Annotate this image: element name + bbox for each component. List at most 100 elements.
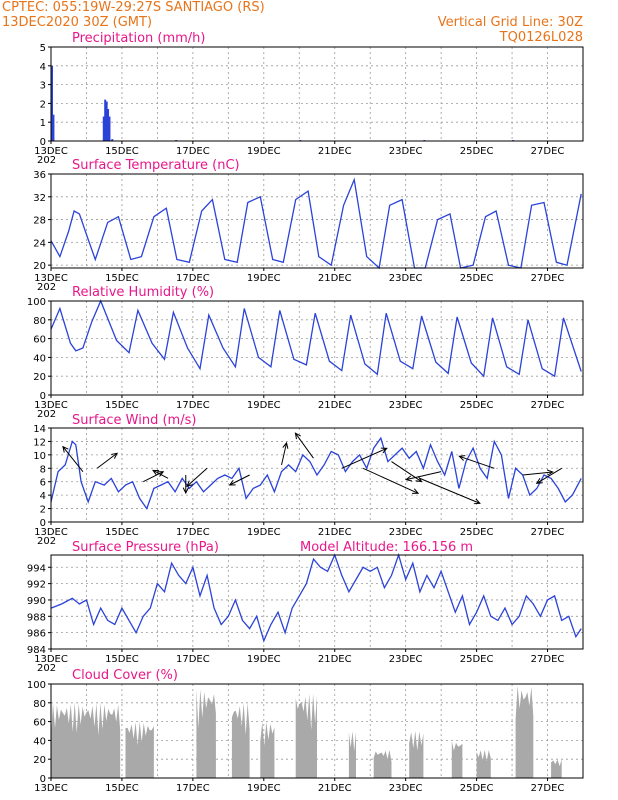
x-tick-label: 17DEC — [176, 146, 210, 157]
precip-bar — [52, 114, 55, 141]
precip-bar — [105, 101, 108, 141]
header-grid-note: Vertical Grid Line: 30Z — [438, 15, 583, 30]
panel-annotation: Model Altitude: 166.156 m — [300, 540, 473, 555]
x-tick-label: 15DEC — [105, 783, 139, 794]
cloud-cover-bar — [295, 693, 317, 778]
x-tick-label: 27DEC — [531, 654, 565, 665]
x-tick-label: 19DEC — [247, 146, 281, 157]
wind-arrow — [522, 471, 553, 476]
precip-bar — [108, 116, 111, 141]
header-run-date: 13DEC2020 30Z (GMT) — [2, 15, 152, 30]
panel-title: Surface Temperature (nC) — [72, 158, 240, 173]
wind-arrow-head — [415, 476, 423, 483]
y-tick-label: 0 — [40, 518, 46, 529]
y-tick-label: 0 — [40, 774, 46, 785]
y-tick-label: 2 — [40, 505, 46, 516]
x-cut-label: 202 — [37, 409, 56, 420]
precip-bar — [111, 139, 114, 141]
panel-title: Relative Humidity (%) — [72, 285, 214, 300]
x-tick-label: 19DEC — [247, 654, 281, 665]
precip-bar — [51, 65, 53, 141]
y-tick-label: 984 — [27, 645, 46, 656]
x-tick-label: 23DEC — [389, 654, 423, 665]
x-tick-label: 19DEC — [247, 783, 281, 794]
y-tick-label: 32 — [33, 193, 46, 204]
x-tick-label: 21DEC — [318, 783, 352, 794]
x-tick-label: 21DEC — [318, 273, 352, 284]
y-tick-label: 40 — [33, 736, 46, 747]
y-tick-label: 12 — [33, 437, 46, 448]
y-tick-label: 986 — [27, 629, 46, 640]
panel-frame — [50, 300, 584, 396]
panel-title: Surface Pressure (hPa) — [72, 540, 219, 555]
x-tick-label: 27DEC — [531, 146, 565, 157]
y-tick-label: 20 — [33, 261, 46, 272]
y-tick-label: 8 — [40, 464, 46, 475]
panel-title: Precipitation (mm/h) — [72, 31, 205, 46]
x-tick-label: 19DEC — [247, 400, 281, 411]
panels-group: 0 12 3 4 5 13DEC 15DEC 17DEC 19DEC 21DEC 23DEC 25DE… — [27, 31, 584, 794]
wind-arrow — [459, 455, 495, 469]
y-tick-label: 2 — [40, 99, 46, 110]
wind-arrow-head — [152, 469, 160, 476]
x-tick-label: 15DEC — [105, 527, 139, 538]
cloud-cover-bar — [125, 721, 154, 778]
wind-arrow — [281, 442, 288, 466]
panel-title: Surface Wind (m/s) — [72, 413, 196, 428]
y-tick-label: 20 — [33, 372, 46, 383]
panel-frame — [50, 173, 584, 269]
cloud-cover-bar — [476, 749, 491, 778]
cloud-cover-bar — [373, 749, 392, 778]
wind-arrow-head — [458, 455, 466, 461]
x-tick-label: 13DEC — [34, 527, 68, 538]
x-tick-label: 19DEC — [247, 273, 281, 284]
y-tick-label: 988 — [27, 612, 46, 623]
panel-frame — [50, 46, 584, 142]
x-tick-label: 23DEC — [389, 527, 423, 538]
x-tick-label: 25DEC — [460, 400, 494, 411]
y-tick-label: 0 — [40, 391, 46, 402]
y-tick-label: 100 — [27, 680, 46, 691]
x-cut-label: 202 — [37, 282, 56, 293]
cloud-cover-bar — [260, 721, 275, 778]
wind-arrow-head — [380, 447, 388, 454]
wind-arrow-head — [412, 488, 420, 494]
wind-arrow — [406, 471, 442, 481]
x-tick-label: 15DEC — [105, 146, 139, 157]
cloud-cover-bar — [551, 759, 562, 778]
y-tick-label: 100 — [27, 297, 46, 308]
y-tick-label: 60 — [33, 335, 46, 346]
y-tick-label: 20 — [33, 755, 46, 766]
x-tick-label: 17DEC — [176, 527, 210, 538]
y-tick-label: 5 — [40, 43, 46, 54]
x-tick-label: 27DEC — [531, 400, 565, 411]
series-line — [50, 552, 582, 643]
x-tick-label: 21DEC — [318, 146, 352, 157]
wind-arrow-head — [546, 469, 554, 476]
x-tick-label: 21DEC — [318, 654, 352, 665]
wind-arrow — [391, 461, 422, 482]
x-tick-label: 13DEC — [34, 783, 68, 794]
x-tick-label: 15DEC — [105, 400, 139, 411]
y-tick-label: 4 — [40, 62, 46, 73]
x-tick-label: 23DEC — [389, 146, 423, 157]
x-tick-label: 17DEC — [176, 654, 210, 665]
y-tick-label: 0 — [40, 137, 46, 148]
y-tick-label: 40 — [33, 353, 46, 364]
header-model-id: TQ0126L028 — [499, 30, 583, 45]
x-tick-label: 23DEC — [389, 783, 423, 794]
panel-2: 0 20 40 60 80 100 13DEC 15DEC 17DEC 19DEC 21DEC 23D… — [27, 285, 584, 420]
wind-arrow-head — [473, 498, 481, 505]
wind-arrow-head — [62, 445, 69, 453]
precip-bar — [102, 116, 105, 141]
y-tick-label: 3 — [40, 81, 46, 92]
y-tick-label: 4 — [40, 491, 46, 502]
x-tick-label: 27DEC — [531, 527, 565, 538]
wind-arrow — [362, 467, 419, 494]
x-tick-label: 13DEC — [34, 400, 68, 411]
cloud-cover-bar — [348, 731, 357, 778]
panel-0: 0 1 2 3 4 5 13DEC 15DEC 17DEC 19DEC 21DEC 23DEC 25DE… — [34, 31, 584, 166]
wind-arrow — [186, 467, 208, 487]
wind-arrow-head — [186, 480, 193, 488]
